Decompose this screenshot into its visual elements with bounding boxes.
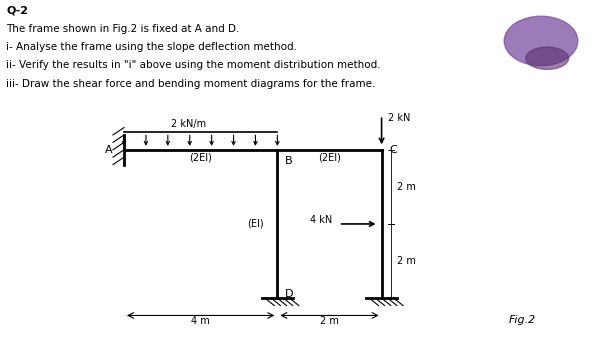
Text: A: A	[105, 145, 113, 155]
Text: (2EI): (2EI)	[189, 153, 212, 163]
Ellipse shape	[505, 16, 578, 66]
Text: 4 kN: 4 kN	[310, 215, 333, 225]
Text: B: B	[285, 156, 293, 166]
Text: (2EI): (2EI)	[318, 153, 341, 163]
Text: Q-2: Q-2	[6, 5, 28, 15]
Text: 2 kN/m: 2 kN/m	[171, 119, 206, 128]
Text: 2 m: 2 m	[397, 182, 416, 192]
Text: The frame shown in Fig.2 is fixed at A and D.: The frame shown in Fig.2 is fixed at A a…	[6, 24, 240, 34]
Text: 4 m: 4 m	[192, 316, 210, 326]
Text: Fig.2: Fig.2	[509, 315, 537, 325]
Text: 2 kN: 2 kN	[387, 113, 410, 122]
Text: i- Analyse the frame using the slope deflection method.: i- Analyse the frame using the slope def…	[6, 42, 298, 52]
Ellipse shape	[525, 47, 569, 69]
Text: 2 m: 2 m	[320, 316, 339, 326]
Text: 2 m: 2 m	[397, 256, 416, 266]
Text: iii- Draw the shear force and bending moment diagrams for the frame.: iii- Draw the shear force and bending mo…	[6, 79, 376, 89]
Text: (EI): (EI)	[248, 219, 264, 229]
Text: ii- Verify the results in "i" above using the moment distribution method.: ii- Verify the results in "i" above usin…	[6, 60, 381, 70]
Text: C: C	[389, 145, 397, 155]
Text: D: D	[285, 289, 293, 299]
